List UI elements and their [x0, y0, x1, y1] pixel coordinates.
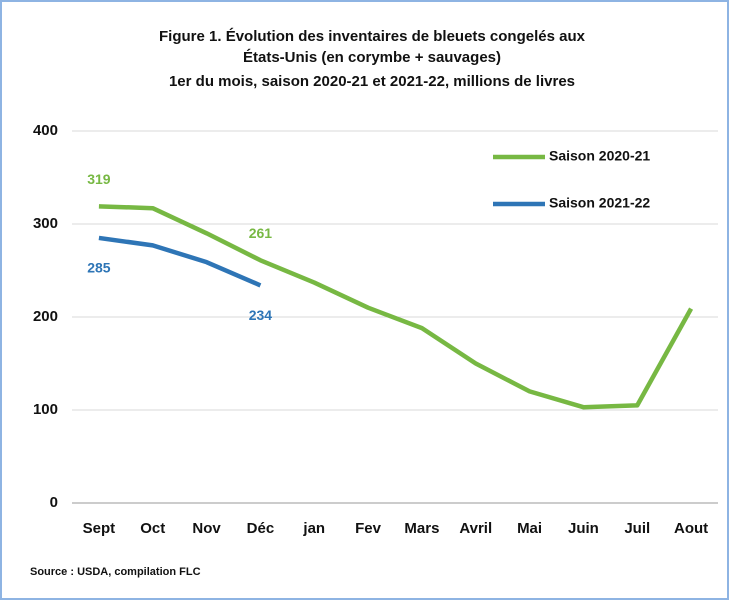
legend-label: Saison 2020-21 [549, 148, 650, 164]
source: Source : USDA, compilation FLC [30, 566, 201, 578]
data-label: 285 [87, 260, 111, 276]
x-tick-label: Juin [568, 520, 599, 537]
y-tick-label: 200 [33, 308, 58, 325]
x-tick-label: Sept [83, 520, 116, 537]
y-tick-label: 100 [33, 401, 58, 418]
y-tick-label: 400 [33, 122, 58, 139]
chart-title: Figure 1. Évolution des inventaires de b… [159, 28, 586, 45]
data-label: 234 [249, 307, 273, 323]
x-tick-label: Aout [674, 520, 708, 537]
x-tick-label: Oct [140, 520, 165, 537]
x-tick-label: jan [302, 520, 325, 537]
x-tick-label: Mars [404, 520, 439, 537]
x-tick-label: Déc [247, 520, 275, 537]
data-label: 319 [87, 171, 111, 187]
x-tick-label: Fev [355, 520, 382, 537]
x-tick-label: Mai [517, 520, 542, 537]
legend-label: Saison 2021-22 [549, 195, 650, 211]
data-label: 261 [249, 225, 273, 241]
chart-title: 1er du mois, saison 2020-21 et 2021-22, … [169, 73, 575, 90]
x-tick-label: Nov [192, 520, 221, 537]
y-tick-label: 300 [33, 215, 58, 232]
chart-title: États-Unis (en corymbe + sauvages) [243, 49, 501, 66]
x-tick-label: Avril [459, 520, 492, 537]
y-tick-label: 0 [50, 494, 58, 511]
series-line [98, 204, 694, 410]
x-tick-label: Juil [624, 520, 650, 537]
series-line [98, 235, 262, 288]
